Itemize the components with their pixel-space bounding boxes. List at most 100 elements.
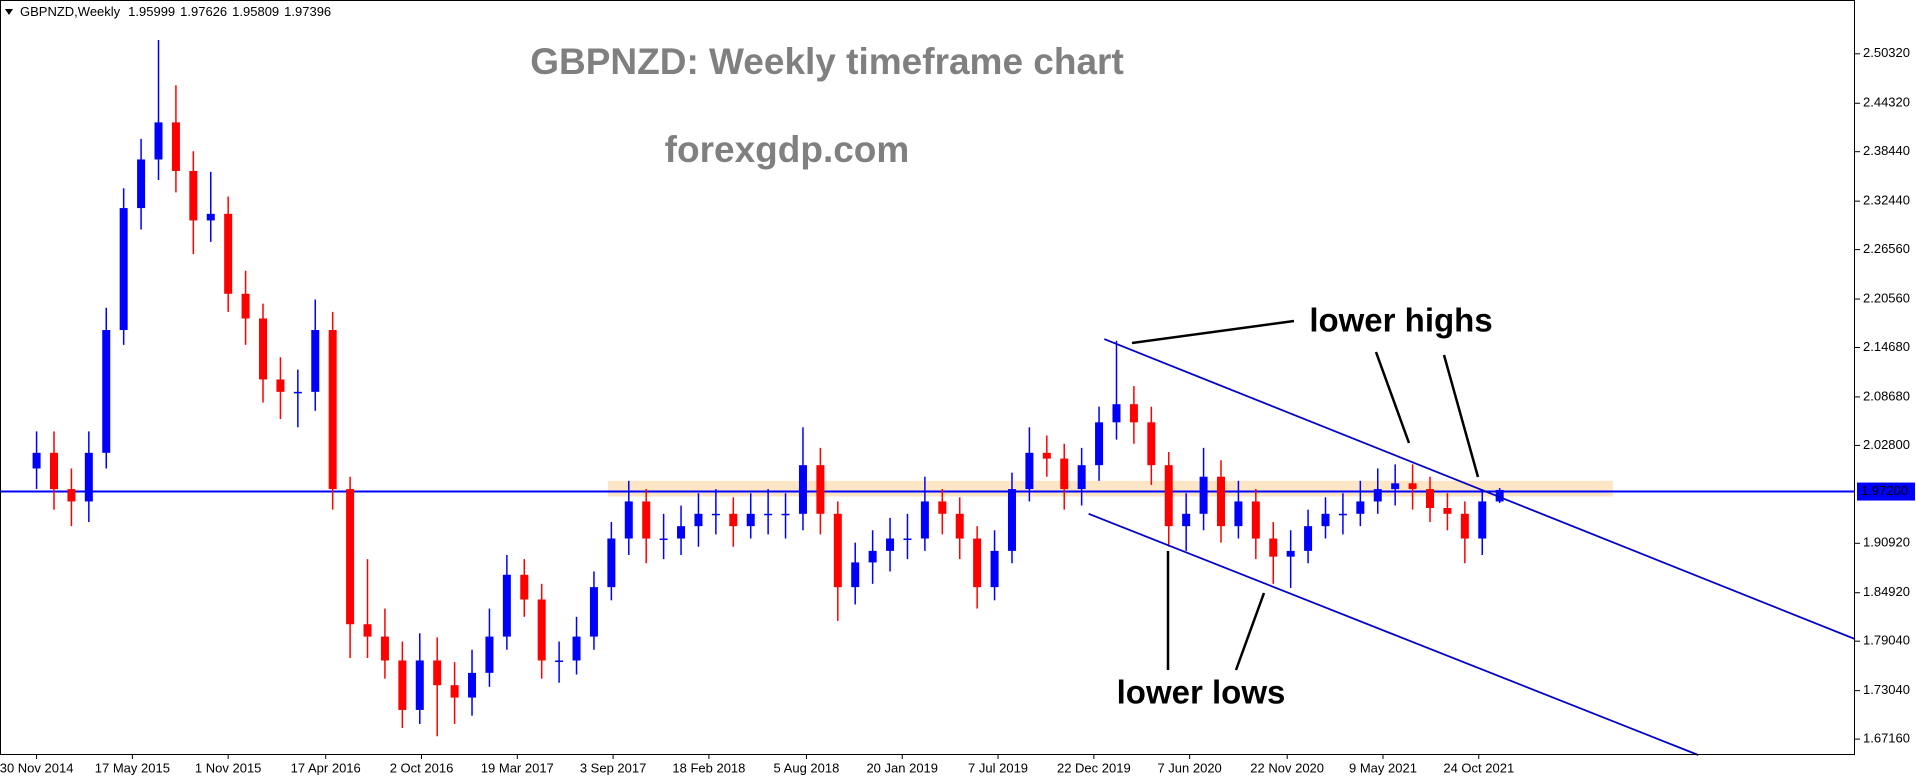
x-tick-label: 9 May 2021 (1349, 760, 1417, 775)
candle-body (607, 538, 616, 588)
candle-body (1408, 483, 1417, 490)
candle-body (32, 452, 41, 469)
pointer (1374, 351, 1411, 444)
candle-body (1216, 476, 1225, 527)
x-tick-label: 1 Nov 2015 (195, 760, 262, 775)
candle-body (677, 526, 686, 539)
x-tick-label: 7 Jun 2020 (1157, 760, 1221, 775)
candle-body (1304, 526, 1313, 551)
trend-line (1088, 512, 1699, 756)
y-tick-label: 2.44320 (1863, 95, 1910, 110)
symbol: GBPNZD,Weekly (20, 4, 121, 19)
candle-body (816, 465, 825, 514)
candle-body (746, 513, 755, 527)
candle-body (572, 636, 581, 661)
candle-body (189, 170, 198, 221)
y-tick-label: 2.32440 (1863, 193, 1910, 208)
y-tick-label: 2.02800 (1863, 437, 1910, 452)
y-tick-label: 2.26560 (1863, 241, 1910, 256)
candle-body (502, 574, 511, 637)
candle-body (154, 122, 163, 160)
candle-body (171, 122, 180, 171)
candle-body (1182, 513, 1191, 527)
candle-body (938, 501, 947, 514)
candle-body (555, 660, 564, 662)
candle-body (1269, 538, 1278, 557)
candle-body (276, 379, 285, 392)
candle-body (781, 513, 790, 516)
candle-body (520, 574, 529, 600)
candle-body (764, 513, 773, 516)
candle-body (1042, 452, 1051, 459)
candle-body (833, 513, 842, 588)
resistance-zone (607, 480, 1613, 497)
candle-body (102, 330, 111, 453)
candle-body (589, 587, 598, 637)
candle-body (1373, 489, 1382, 502)
plot-frame (0, 0, 1855, 755)
x-tick-label: 2 Oct 2016 (390, 760, 454, 775)
candle-body (1251, 501, 1260, 539)
candle-body (259, 318, 268, 380)
open: 1.95999 (128, 4, 175, 19)
header: GBPNZD,Weekly 1.95999 1.97626 1.95809 1.9739… (20, 4, 331, 19)
candle-body (363, 624, 372, 637)
candle-body (1164, 465, 1173, 527)
y-tick-label: 1.73040 (1863, 682, 1910, 697)
y-tick-label: 2.38440 (1863, 143, 1910, 158)
y-tick-label: 2.50320 (1863, 45, 1910, 60)
trend-line (1103, 338, 1856, 640)
candle-body (990, 550, 999, 588)
candle-body (659, 538, 668, 541)
candle-body (903, 538, 912, 541)
annotation: lower lows (1117, 674, 1286, 711)
candle-body (415, 660, 424, 710)
candle-body (241, 293, 250, 319)
candle-body (328, 330, 337, 490)
candle-body (1007, 489, 1016, 551)
candle-body (1495, 489, 1504, 502)
candle-body (1060, 458, 1069, 490)
candle-body (1391, 483, 1400, 490)
x-tick-label: 19 Mar 2017 (481, 760, 554, 775)
candle-body (137, 159, 146, 209)
candle-body (973, 538, 982, 588)
pointer (1234, 592, 1266, 671)
candle-body (642, 501, 651, 539)
candle-body (224, 213, 233, 294)
x-tick-label: 7 Jul 2019 (968, 760, 1028, 775)
candle-body (1356, 501, 1365, 514)
candle-body (1112, 404, 1121, 423)
candle-body (694, 513, 703, 527)
candle-body (798, 465, 807, 514)
level-label: 1.97200 (1861, 483, 1908, 498)
low: 1.95809 (232, 4, 279, 19)
x-tick-label: 20 Jan 2019 (866, 760, 938, 775)
candle-body (1077, 465, 1086, 490)
x-tick-label: 5 Aug 2018 (774, 760, 840, 775)
x-tick-label: 17 May 2015 (95, 760, 170, 775)
candle-body (1234, 501, 1243, 527)
high: 1.97626 (180, 4, 227, 19)
candle-body (920, 501, 929, 539)
y-tick-label: 1.90920 (1863, 535, 1910, 550)
candle-body (868, 550, 877, 563)
y-tick-label: 2.14680 (1863, 339, 1910, 354)
plot (0, 39, 1856, 756)
candle-body (886, 538, 895, 551)
candle-body (1129, 404, 1138, 423)
x-tick-label: 17 Apr 2016 (291, 760, 361, 775)
candle-body (1426, 489, 1435, 509)
candle-body (729, 513, 738, 527)
pointer (1442, 354, 1480, 478)
x-tick-label: 24 Oct 2021 (1443, 760, 1514, 775)
y-tick-label: 2.08680 (1863, 388, 1910, 403)
candle-body (433, 660, 442, 686)
annotation: lower highs (1309, 302, 1492, 339)
menu-icon[interactable] (5, 9, 13, 15)
candle-body (1338, 513, 1347, 516)
candle-body (1199, 476, 1208, 514)
